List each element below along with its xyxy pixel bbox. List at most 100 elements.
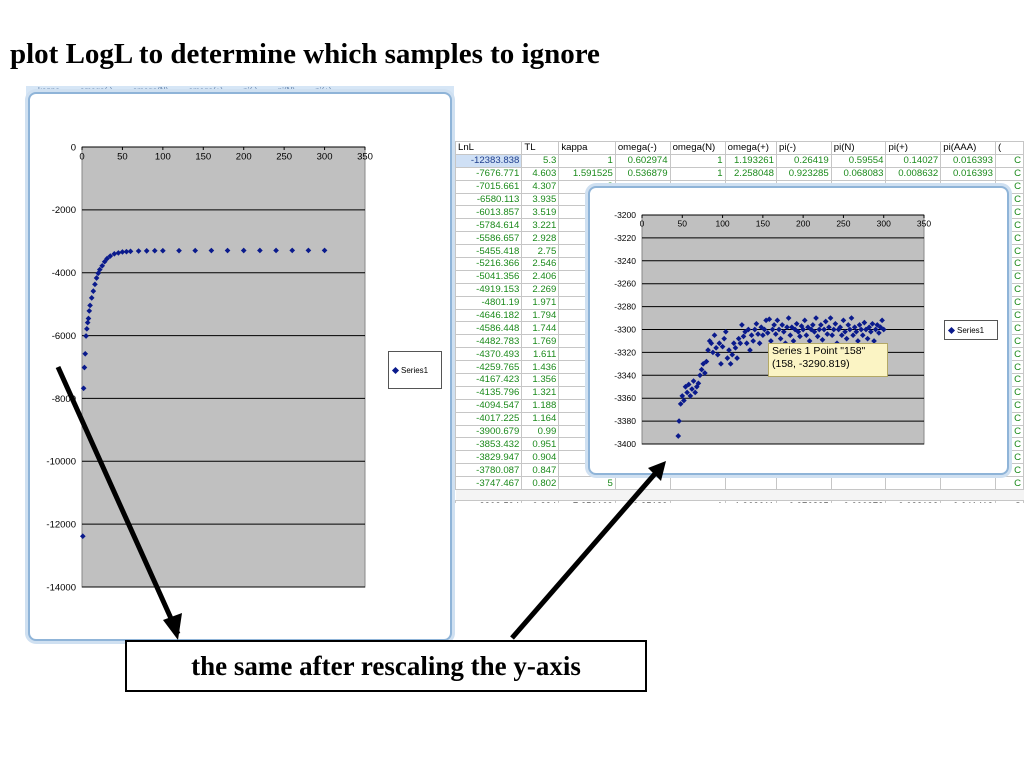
data-point [785,315,792,321]
data-point [790,338,797,344]
data-point [84,325,90,332]
data-point [727,361,734,367]
row-separator [455,489,1024,501]
table-cell[interactable]: -3303.594 [455,500,523,503]
x-tick-label: 150 [195,152,211,163]
data-point [800,326,806,333]
x-tick-label: 50 [117,152,128,163]
data-point [711,332,718,339]
data-point [90,288,97,294]
y-tick-label: -12000 [46,519,76,530]
data-point [867,328,874,335]
data-point [127,248,134,255]
table-cell[interactable]: 1.769 [521,334,560,349]
y-tick-label: -3300 [614,324,636,334]
column-header[interactable]: kappa [558,141,616,155]
data-point [747,347,753,353]
data-point [739,322,745,328]
table-row: -3303.5940.3247.2591690.3518911.9626110.… [455,500,1024,503]
data-point [748,332,755,339]
data-point [151,247,158,254]
data-point [80,385,87,392]
data-point [257,247,263,254]
x-tick-label: 100 [715,219,729,229]
x-tick-label: 0 [79,152,84,163]
column-header[interactable]: omega(-) [614,141,671,155]
data-point [830,326,837,333]
data-point [806,338,813,344]
table-row: -3747.467 0.802 5 C [455,476,1024,491]
y-tick-label: -4000 [52,268,76,279]
data-point [861,319,868,326]
data-point [82,350,89,357]
tooltip-line-1: Series 1 Point "158" [772,345,866,357]
data-point [880,326,887,333]
table-cell[interactable]: C [994,500,1024,503]
column-header[interactable]: omega(N) [669,141,726,155]
table-cell[interactable]: 5 [558,476,616,491]
data-point [684,389,690,396]
data-point [79,533,86,540]
data-point [838,332,845,339]
data-point [864,335,871,342]
data-point [689,386,695,392]
y-tick-label: -3220 [614,233,636,243]
table-cell[interactable]: 3.221 [521,218,560,233]
data-point [850,332,856,339]
y-tick-label: -10000 [46,457,76,468]
table-cell[interactable]: 3.519 [521,205,560,220]
data-point [855,338,861,344]
data-point [827,315,834,321]
data-point [697,372,703,379]
data-point [776,326,782,333]
table-cell[interactable] [724,476,777,491]
plot-area [81,146,366,588]
y-tick-label: -8000 [52,394,76,405]
data-point [853,328,860,335]
data-point [321,247,328,254]
data-point [84,319,91,326]
data-point [774,317,781,324]
x-tick-label: 200 [796,219,810,229]
caption-box: the same after rescaling the y-axis [125,640,647,692]
column-header[interactable]: omega(+) [724,141,777,155]
data-point [143,248,150,254]
data-point [240,247,247,254]
data-point [679,393,686,399]
data-point [305,247,312,254]
x-tick-label: 300 [877,219,891,229]
y-tick-label: -3400 [614,439,636,449]
data-point [842,328,848,335]
column-header[interactable]: pi(+) [885,141,942,155]
data-point [869,320,876,327]
data-point [768,338,774,344]
y-tick-label: -2000 [52,205,76,216]
data-point [819,336,826,343]
y-tick-label: -3360 [614,393,636,403]
data-point [677,401,684,407]
data-point [761,326,768,333]
table-cell[interactable]: 0.324 [521,500,560,503]
data-point [771,322,777,328]
data-point [764,330,771,336]
data-point [160,247,166,254]
y-tick-label: -14000 [46,582,76,593]
table-cell[interactable]: 0.802 [521,476,560,491]
data-point [818,322,824,328]
y-tick-label: -6000 [52,331,76,342]
data-point [743,340,750,347]
data-point [824,331,831,337]
data-point [676,418,682,424]
data-point [777,335,784,342]
table-cell[interactable]: C [994,476,1024,491]
data-point [740,333,747,340]
table-cell[interactable]: 1.962611 [724,500,777,503]
data-point [731,340,737,347]
y-tick-label: -3320 [614,347,636,357]
data-point [92,281,98,288]
data-point [797,333,803,340]
x-tick-label: 300 [317,152,333,163]
data-point [845,322,852,328]
data-point [829,332,835,339]
table-cell[interactable]: -3747.467 [455,476,523,491]
